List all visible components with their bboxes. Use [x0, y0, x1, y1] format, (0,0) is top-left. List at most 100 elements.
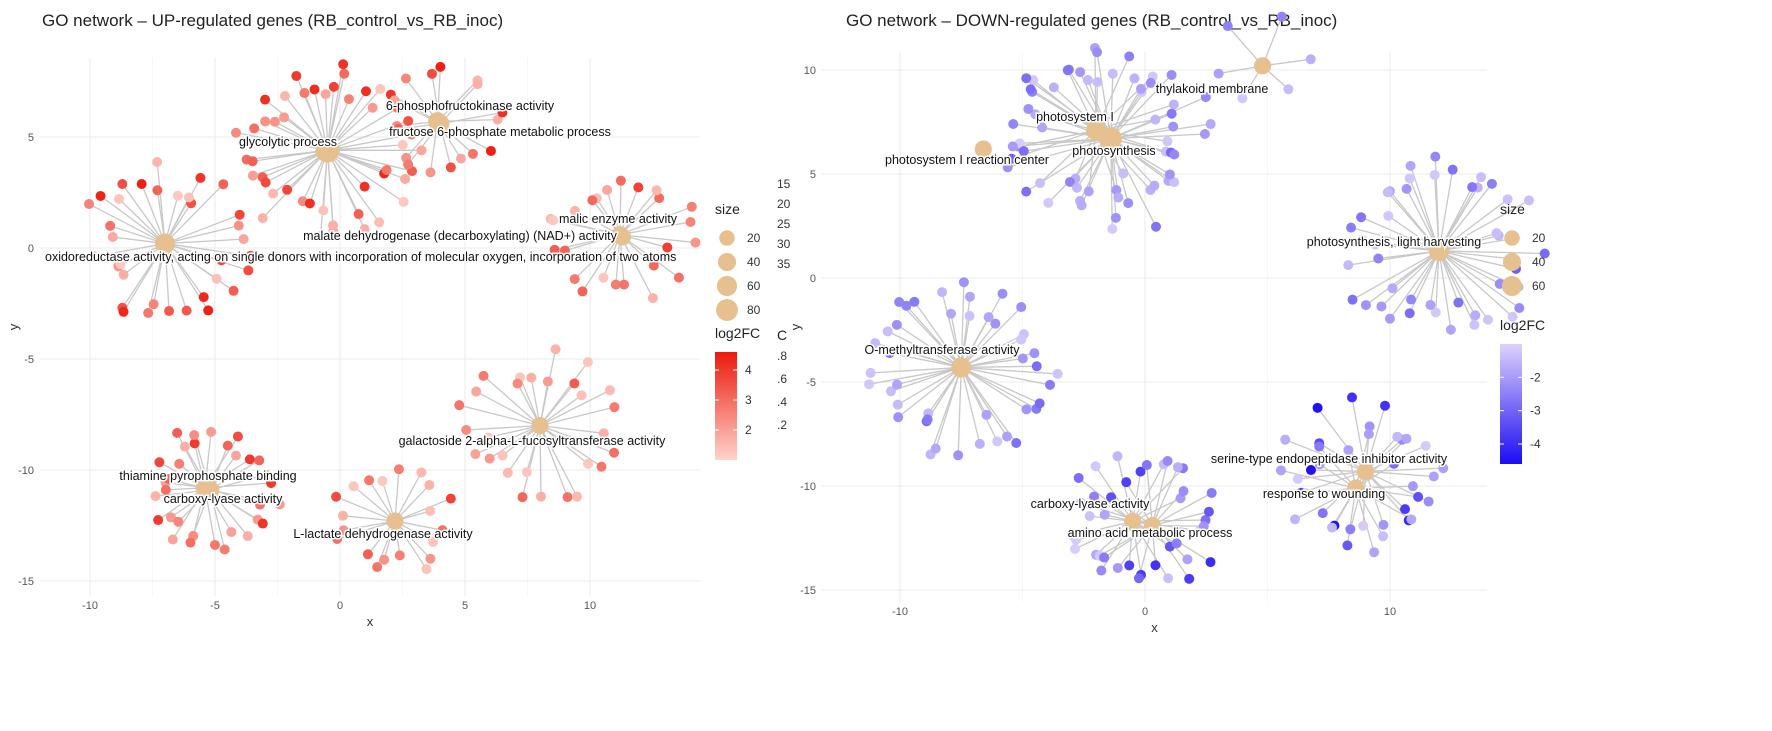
gene-node	[1043, 197, 1054, 208]
gene-node	[1222, 21, 1233, 32]
gene-node	[421, 564, 432, 575]
edge	[1350, 227, 1440, 252]
gene-node	[181, 305, 192, 316]
gene-node	[1445, 324, 1456, 335]
gene-node	[1006, 153, 1017, 164]
gene-node	[1110, 212, 1121, 223]
edge	[121, 183, 166, 244]
x-tick-label: -10	[82, 600, 98, 612]
size-legend-swatch	[716, 275, 738, 297]
gene-node	[1401, 433, 1412, 444]
y-tick-label: -10	[800, 481, 816, 493]
gene-node	[577, 286, 588, 297]
gene-node	[1401, 183, 1412, 194]
gene-node	[1037, 122, 1048, 133]
gene-node	[1162, 455, 1173, 466]
gene-node	[1163, 573, 1174, 584]
size-legend-swatch	[1501, 275, 1523, 297]
gene-node	[152, 185, 163, 196]
gene-node	[1048, 82, 1059, 93]
gene-node	[1438, 463, 1449, 474]
edge	[539, 424, 615, 454]
edge	[905, 305, 962, 368]
go-term-label: response to wounding	[1263, 487, 1385, 501]
edge	[164, 183, 224, 245]
gene-node	[964, 291, 975, 302]
gene-node	[328, 81, 339, 92]
gene-node	[1090, 461, 1101, 472]
gene-node	[400, 73, 411, 84]
gene-node	[282, 184, 293, 195]
gene-node	[1021, 73, 1032, 84]
go-term-label: thylakoid membrane	[1156, 82, 1269, 96]
edge	[209, 489, 249, 537]
edge	[574, 234, 621, 280]
gene-node	[1150, 114, 1161, 125]
gene-node	[882, 326, 893, 337]
edge	[1387, 191, 1440, 252]
gene-node	[1292, 473, 1303, 484]
gene-node	[105, 220, 116, 231]
gene-node	[269, 116, 280, 127]
gene-node	[1406, 294, 1417, 305]
gene-node	[1327, 522, 1338, 533]
gene-nodes	[864, 11, 1550, 584]
gene-node	[1025, 84, 1036, 95]
edge	[581, 234, 621, 292]
edge	[1110, 133, 1205, 140]
gene-node	[596, 461, 607, 472]
gene-node	[885, 386, 896, 397]
gene-node	[1045, 379, 1056, 390]
gene-node	[393, 464, 404, 475]
edge	[1047, 138, 1112, 204]
edge	[1280, 469, 1356, 489]
edge	[897, 366, 962, 418]
gene-node	[455, 153, 466, 164]
size-legend-label: 80	[747, 303, 761, 317]
gene-node	[1404, 308, 1415, 319]
gene-node	[492, 114, 503, 125]
x-tick-label: -5	[210, 600, 220, 612]
gene-node	[1123, 198, 1134, 209]
edge	[1387, 215, 1440, 252]
edge	[1110, 123, 1211, 140]
gene-nodes	[84, 59, 701, 575]
gene-node	[219, 544, 230, 555]
gene-node	[1029, 348, 1040, 359]
gene-node	[375, 84, 386, 95]
gene-node	[1514, 302, 1525, 313]
edge	[1294, 487, 1356, 520]
gene-node	[143, 307, 154, 318]
edge	[539, 406, 615, 427]
y-tick-label: -10	[18, 465, 34, 477]
gene-node	[1406, 514, 1417, 525]
gene-node	[1084, 511, 1095, 522]
edge	[1409, 178, 1440, 252]
gene-node	[1069, 543, 1080, 554]
gene-node	[118, 269, 129, 280]
gene-node	[1357, 234, 1368, 245]
gene-node	[304, 198, 315, 209]
gene-node	[153, 515, 164, 526]
edge	[1310, 469, 1366, 473]
gene-node	[403, 159, 414, 170]
edge	[1438, 237, 1515, 252]
gene-node	[958, 277, 969, 288]
gene-node	[602, 184, 613, 195]
edge	[122, 243, 166, 313]
gene-node	[231, 450, 242, 461]
gene-node	[1280, 434, 1291, 445]
gene-node	[238, 234, 249, 245]
gene-node	[865, 367, 876, 378]
legend-extra-label: .4	[777, 395, 787, 409]
gene-node	[257, 213, 268, 224]
edge	[437, 79, 478, 122]
gene-node	[1082, 75, 1093, 86]
gene-node	[117, 179, 128, 190]
edge	[327, 149, 404, 203]
gene-node	[353, 209, 364, 220]
gene-node	[550, 344, 561, 355]
gene-node	[673, 272, 684, 283]
edge	[1365, 467, 1444, 473]
gene-node	[1007, 141, 1018, 152]
